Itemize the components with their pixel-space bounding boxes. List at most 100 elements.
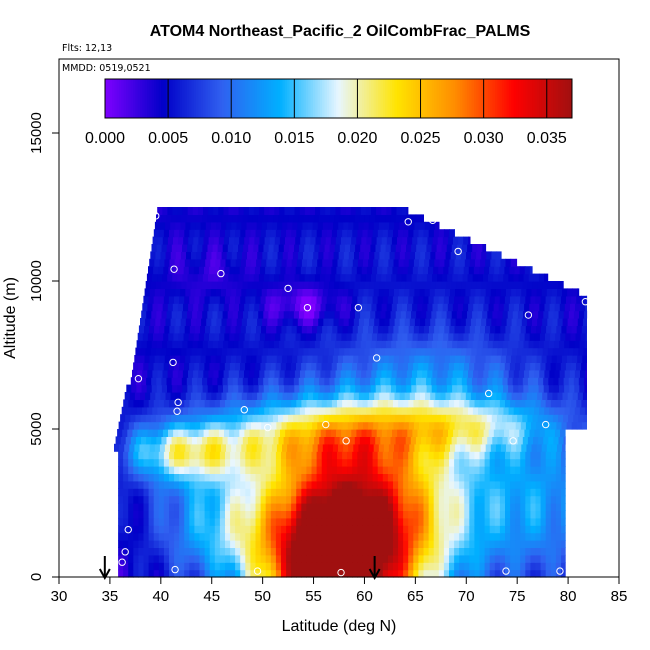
heatmap-cell bbox=[527, 436, 534, 445]
heatmap-cell bbox=[155, 392, 161, 400]
heatmap-cell bbox=[489, 569, 496, 578]
heatmap-cell bbox=[157, 369, 164, 378]
heatmap-cell bbox=[279, 384, 285, 393]
colorbar-segment bbox=[259, 79, 262, 118]
heatmap-cell bbox=[399, 392, 406, 400]
heatmap-cell bbox=[377, 266, 383, 275]
heatmap-cell bbox=[325, 236, 332, 245]
heatmap-cell bbox=[337, 495, 343, 504]
heatmap-cell bbox=[423, 510, 430, 519]
heatmap-cell bbox=[228, 369, 235, 378]
heatmap-cell bbox=[449, 355, 456, 363]
heatmap-cell bbox=[240, 510, 246, 519]
heatmap-cell bbox=[244, 266, 251, 275]
heatmap-cell bbox=[404, 355, 410, 363]
heatmap-cell bbox=[233, 384, 239, 393]
heatmap-cell bbox=[352, 554, 358, 563]
heatmap-cell bbox=[154, 443, 161, 452]
heatmap-cell bbox=[413, 258, 420, 267]
heatmap-cell bbox=[156, 340, 163, 349]
heatmap-cell bbox=[219, 458, 226, 467]
heatmap-cell bbox=[144, 355, 151, 363]
heatmap-cell bbox=[555, 295, 562, 304]
heatmap-cell bbox=[469, 554, 475, 563]
heatmap-cell bbox=[460, 392, 467, 400]
heatmap-cell bbox=[309, 244, 315, 252]
heatmap-cell bbox=[189, 451, 195, 460]
heatmap-cell bbox=[290, 429, 296, 437]
heatmap-cell bbox=[288, 310, 295, 319]
heatmap-cell bbox=[550, 562, 557, 571]
heatmap-cell bbox=[251, 221, 258, 230]
heatmap-cell bbox=[395, 310, 402, 319]
heatmap-cell bbox=[179, 466, 185, 474]
heatmap-cell bbox=[428, 229, 435, 238]
heatmap-cell bbox=[181, 414, 187, 423]
heatmap-cell bbox=[126, 406, 133, 415]
heatmap-cell bbox=[140, 392, 146, 400]
heatmap-cell bbox=[496, 414, 503, 423]
colorbar-segment bbox=[343, 79, 346, 118]
colorbar-segment bbox=[210, 79, 213, 118]
heatmap-cell bbox=[515, 525, 521, 534]
heatmap-cell bbox=[376, 303, 383, 312]
heatmap-cell bbox=[231, 443, 237, 452]
x-tick-label: 70 bbox=[458, 588, 475, 605]
heatmap-cell bbox=[203, 303, 210, 312]
heatmap-cell bbox=[479, 473, 486, 482]
heatmap-cell bbox=[286, 547, 292, 556]
heatmap-cell bbox=[428, 503, 435, 511]
sample-point bbox=[124, 525, 132, 534]
heatmap-cell bbox=[428, 266, 434, 275]
heatmap-cell bbox=[177, 273, 184, 282]
heatmap-cell bbox=[442, 340, 448, 349]
heatmap-cell bbox=[555, 458, 562, 467]
heatmap-cell bbox=[494, 458, 501, 467]
heatmap-cell bbox=[540, 473, 547, 482]
heatmap-cell bbox=[160, 221, 166, 230]
heatmap-cell bbox=[118, 517, 124, 526]
heatmap-cell bbox=[225, 258, 232, 267]
heatmap-cell bbox=[184, 569, 190, 578]
heatmap-cell bbox=[420, 414, 427, 423]
heatmap-cell bbox=[582, 318, 587, 326]
heatmap-cell bbox=[205, 421, 211, 430]
heatmap-cell bbox=[198, 332, 205, 341]
y-tick-label: 15000 bbox=[28, 112, 45, 154]
heatmap-cell bbox=[316, 569, 323, 578]
colorbar-frame bbox=[104, 78, 573, 119]
heatmap-cell bbox=[428, 458, 435, 467]
heatmap-cell bbox=[432, 303, 439, 312]
heatmap-cell bbox=[324, 310, 331, 319]
heatmap-cell bbox=[408, 480, 414, 489]
heatmap-cell bbox=[209, 532, 216, 541]
heatmap-cell bbox=[301, 517, 307, 526]
heatmap-cell bbox=[347, 229, 353, 238]
heatmap-cell bbox=[347, 466, 353, 474]
heatmap-cell bbox=[218, 303, 225, 312]
heatmap-cell bbox=[314, 377, 320, 386]
heatmap-cell bbox=[432, 406, 438, 415]
heatmap-cell bbox=[138, 399, 145, 408]
heatmap-cell bbox=[245, 458, 251, 467]
colorbar-segment bbox=[149, 79, 153, 118]
heatmap-cell bbox=[337, 473, 343, 482]
heatmap-cell bbox=[487, 436, 493, 445]
heatmap-cell bbox=[214, 562, 221, 571]
heatmap-cell bbox=[260, 266, 266, 275]
heatmap-cell bbox=[275, 229, 282, 238]
heatmap-cell bbox=[555, 532, 562, 541]
heatmap-cell bbox=[459, 562, 465, 571]
heatmap-cell bbox=[286, 562, 292, 571]
heatmap-cell bbox=[306, 325, 313, 334]
heatmap-cell bbox=[460, 251, 467, 260]
heatmap-cell bbox=[317, 421, 323, 430]
heatmap-cell bbox=[483, 429, 490, 437]
heatmap-cell bbox=[230, 399, 236, 408]
heatmap-cell bbox=[427, 303, 434, 312]
heatmap-cell bbox=[255, 466, 262, 474]
heatmap-cell bbox=[250, 451, 257, 460]
heatmap-cell bbox=[433, 562, 440, 571]
heatmap-cell bbox=[281, 355, 288, 363]
